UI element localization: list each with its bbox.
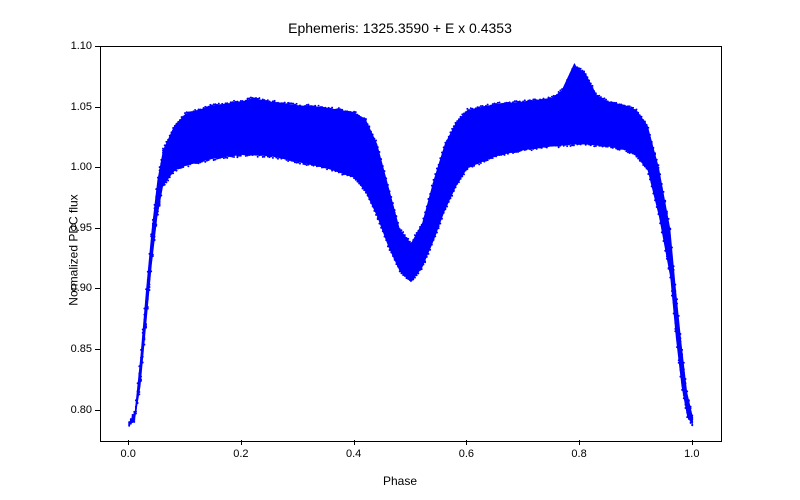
x-tick-mark	[692, 440, 693, 445]
x-tick-mark	[128, 440, 129, 445]
x-tick-mark	[579, 440, 580, 445]
chart-title: Ephemeris: 1325.3590 + E x 0.4353	[0, 20, 800, 36]
y-tick-mark	[95, 410, 100, 411]
x-tick-label: 1.0	[684, 448, 699, 460]
x-axis-label: Phase	[0, 474, 800, 488]
y-tick-label: 1.05	[52, 101, 92, 113]
y-tick-label: 0.80	[52, 404, 92, 416]
y-tick-label: 1.00	[52, 161, 92, 173]
y-tick-mark	[95, 167, 100, 168]
data-svg	[101, 47, 721, 441]
x-tick-label: 0.6	[459, 448, 474, 460]
x-tick-label: 0.0	[121, 448, 136, 460]
x-tick-label: 0.4	[346, 448, 361, 460]
y-tick-label: 1.10	[52, 40, 92, 52]
x-tick-label: 0.8	[571, 448, 586, 460]
phase-flux-chart: Ephemeris: 1325.3590 + E x 0.4353 Normal…	[0, 0, 800, 500]
y-tick-mark	[95, 46, 100, 47]
x-tick-label: 0.2	[233, 448, 248, 460]
x-tick-mark	[241, 440, 242, 445]
x-tick-mark	[354, 440, 355, 445]
y-tick-mark	[95, 228, 100, 229]
plot-area	[100, 46, 722, 442]
y-tick-label: 0.85	[52, 343, 92, 355]
y-tick-label: 0.95	[52, 222, 92, 234]
y-tick-mark	[95, 288, 100, 289]
x-tick-mark	[466, 440, 467, 445]
y-tick-label: 0.90	[52, 282, 92, 294]
y-tick-mark	[95, 107, 100, 108]
y-tick-mark	[95, 349, 100, 350]
